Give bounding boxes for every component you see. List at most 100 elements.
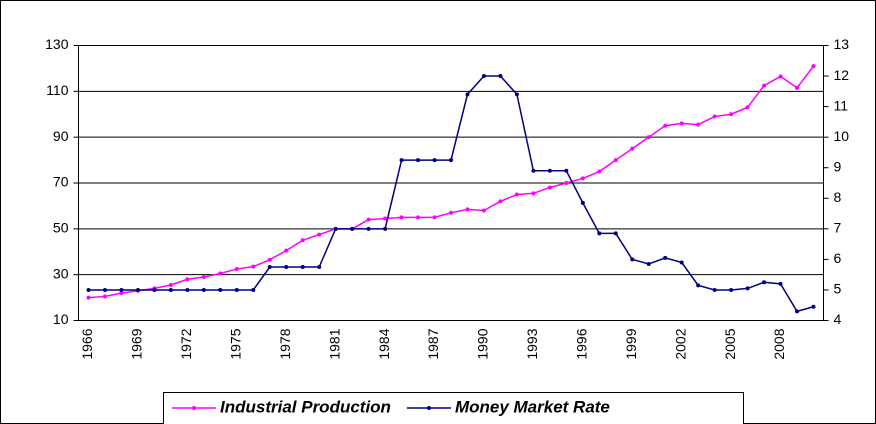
data-point	[218, 287, 223, 292]
data-point	[201, 287, 206, 292]
y-tick-label: 30	[53, 265, 69, 281]
data-point	[284, 248, 289, 253]
data-point	[416, 158, 421, 163]
data-point	[218, 271, 223, 276]
data-point	[300, 238, 305, 243]
data-point	[712, 114, 717, 119]
y2-tick-label: 7	[834, 220, 842, 236]
data-point	[284, 265, 289, 270]
data-point	[119, 291, 124, 295]
y2-tick-label: 6	[834, 250, 842, 266]
x-tick-label: 2008	[771, 328, 787, 359]
data-point	[399, 158, 404, 163]
data-point	[745, 286, 750, 291]
y2-tick-label: 13	[834, 36, 850, 52]
data-point	[712, 287, 717, 292]
data-point	[811, 304, 816, 309]
legend-label: Money Market Rate	[455, 397, 610, 416]
data-point	[201, 274, 206, 279]
y2-tick-label: 10	[834, 128, 850, 144]
data-point	[646, 261, 651, 266]
data-point	[811, 64, 816, 69]
data-point	[432, 215, 437, 220]
legend-marker	[426, 406, 431, 410]
data-point	[449, 210, 453, 215]
y-tick-label: 110	[46, 82, 69, 98]
data-point	[646, 135, 651, 140]
x-tick-label: 1987	[425, 328, 441, 359]
x-tick-label: 1990	[475, 328, 491, 359]
data-point	[251, 287, 256, 292]
y-tick-label: 50	[53, 220, 69, 236]
data-point	[300, 265, 305, 270]
x-tick-label: 1993	[524, 328, 540, 359]
data-point	[613, 231, 618, 236]
data-point	[564, 168, 569, 173]
data-point	[679, 260, 684, 265]
data-point	[531, 168, 536, 173]
data-point	[795, 309, 800, 314]
data-point	[481, 74, 486, 79]
data-point	[630, 146, 635, 151]
x-tick-label: 1975	[227, 328, 243, 359]
y2-tick-label: 9	[834, 158, 842, 174]
x-tick-label: 1981	[326, 328, 342, 359]
data-point	[795, 85, 800, 90]
data-point	[366, 217, 371, 222]
data-point	[267, 265, 272, 270]
data-point	[317, 232, 322, 237]
legend-label: Industrial Production	[220, 397, 391, 416]
data-point	[531, 191, 536, 196]
data-point	[498, 74, 503, 79]
data-point	[102, 287, 107, 292]
data-point	[481, 208, 486, 213]
data-point	[547, 168, 552, 173]
y2-tick-label: 4	[834, 311, 842, 327]
data-point	[102, 294, 107, 299]
data-point	[663, 255, 668, 260]
data-point	[679, 121, 684, 126]
data-point	[729, 287, 734, 292]
data-point	[465, 92, 470, 97]
data-point	[234, 287, 239, 292]
data-point	[86, 287, 91, 292]
data-point	[350, 226, 355, 231]
x-tick-label: 1966	[79, 328, 95, 359]
x-tick-label: 1972	[178, 328, 194, 359]
x-tick-label: 2005	[722, 328, 738, 359]
y2-tick-label: 11	[834, 97, 849, 113]
data-point	[729, 112, 734, 117]
data-point	[498, 199, 503, 204]
x-tick-label: 2002	[672, 328, 688, 359]
y2-tick-label: 8	[834, 189, 842, 205]
data-point	[416, 215, 421, 220]
data-point	[762, 83, 767, 88]
data-point	[597, 169, 602, 174]
data-point	[696, 122, 701, 127]
data-point	[597, 231, 602, 236]
data-point	[185, 277, 190, 282]
data-point	[251, 264, 256, 269]
data-point	[168, 287, 173, 292]
data-point	[778, 281, 783, 286]
data-point	[564, 181, 569, 185]
data-point	[86, 295, 91, 300]
data-point	[432, 158, 437, 163]
data-point	[119, 287, 124, 292]
x-tick-label: 1984	[376, 328, 392, 359]
data-point	[630, 257, 635, 262]
y-tick-label: 130	[45, 36, 69, 52]
data-point	[333, 226, 338, 231]
data-point	[317, 265, 322, 270]
y2-tick-label: 12	[834, 67, 850, 83]
data-point	[465, 207, 470, 212]
data-point	[696, 283, 701, 288]
y-tick-label: 70	[53, 174, 69, 190]
y2-tick-label: 5	[834, 281, 842, 297]
data-point	[745, 105, 750, 110]
data-point	[399, 215, 404, 220]
y-tick-label: 10	[53, 311, 69, 327]
x-tick-label: 1978	[277, 328, 293, 359]
x-tick-label: 1996	[574, 328, 590, 359]
